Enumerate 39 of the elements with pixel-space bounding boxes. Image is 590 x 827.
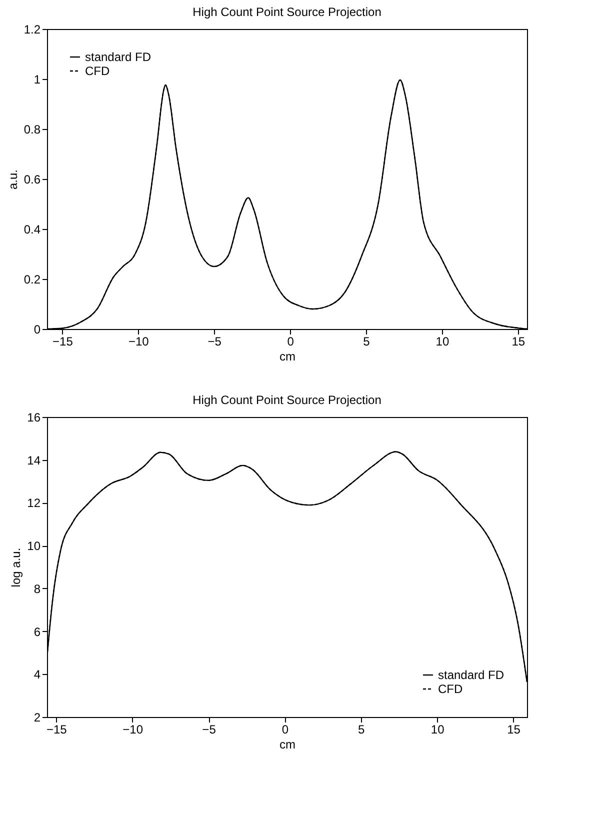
y-tick-label: 4	[34, 668, 41, 682]
x-tick-label: −15	[52, 334, 74, 348]
x-tick-label: −5	[202, 722, 216, 736]
y-tick-label: 0.2	[24, 272, 41, 286]
legend-label: CFD	[85, 64, 110, 78]
y-tick-label: 10	[27, 539, 41, 554]
y-tick-label: 8	[34, 582, 41, 596]
legend-label: standard FD	[438, 668, 504, 682]
legend-label: standard FD	[85, 50, 152, 64]
x-tick-label: −5	[208, 334, 222, 348]
x-axis-title: cm	[280, 738, 296, 752]
y-tick-label: 6	[34, 624, 41, 639]
x-tick-label: 15	[512, 334, 526, 348]
x-tick-label: 0	[282, 722, 289, 736]
y-tick-label: 1.2	[24, 22, 41, 36]
y-tick-label: 0	[34, 322, 41, 336]
x-tick-label: −15	[46, 722, 68, 736]
chart-title: High Count Point Source Projection	[192, 5, 382, 19]
y-tick-label: 12	[27, 496, 41, 510]
x-tick-label: −10	[122, 722, 144, 736]
legend-label: CFD	[438, 682, 463, 696]
y-axis-title: a.u.	[6, 169, 20, 190]
y-tick-label: 0.8	[24, 122, 41, 136]
x-tick-label: 10	[430, 722, 445, 736]
x-tick-label: 15	[507, 722, 521, 736]
x-tick-label: 5	[358, 722, 366, 736]
y-tick-label: 0.6	[24, 172, 41, 186]
y-axis-title: log a.u.	[9, 548, 24, 588]
x-tick-label: −10	[128, 334, 150, 348]
y-tick-label: 1	[34, 72, 41, 86]
x-tick-label: 10	[436, 334, 450, 348]
y-tick-label: 14	[27, 453, 41, 468]
y-tick-label: 16	[27, 410, 41, 424]
x-tick-label: 0	[287, 334, 294, 348]
y-tick-label: 2	[34, 710, 41, 724]
x-tick-label: 5	[363, 334, 370, 348]
y-tick-label: 0.4	[24, 222, 41, 236]
chart-title: High Count Point Source Projection	[192, 393, 382, 407]
x-axis-title: cm	[280, 350, 296, 364]
